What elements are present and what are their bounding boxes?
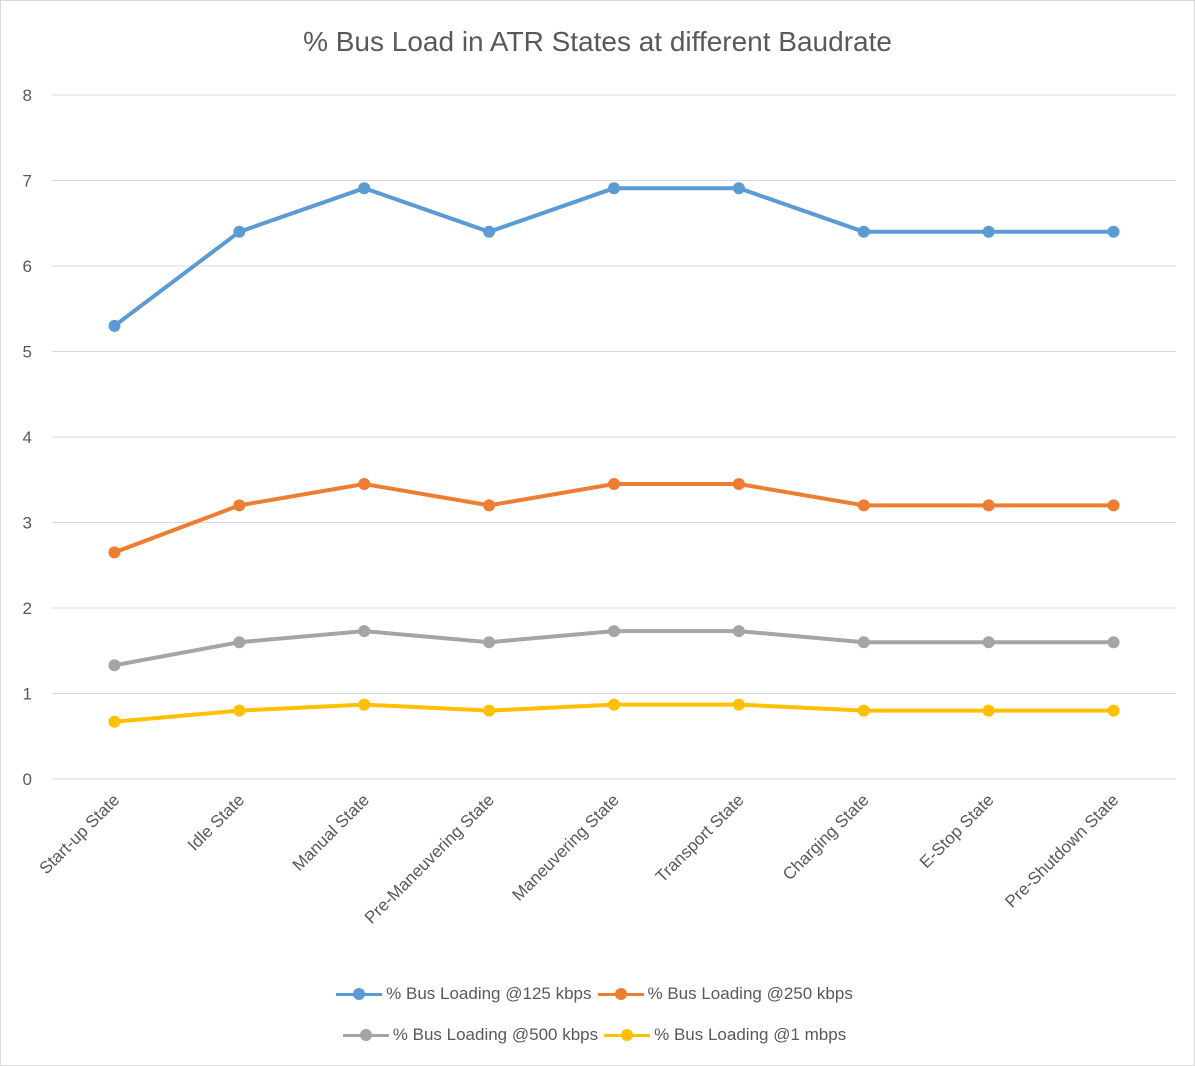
series-3-point-3 — [483, 704, 496, 717]
series-1-point-4 — [608, 478, 620, 491]
series-0-point-3 — [483, 225, 496, 238]
series-1-point-7 — [982, 499, 995, 512]
series-2-point-2 — [358, 625, 371, 638]
y-tick-label-5: 5 — [23, 343, 32, 362]
legend-label-1m: % Bus Loading @1 mbps — [654, 1025, 847, 1044]
series-1-point-3 — [483, 499, 496, 512]
chart-title: % Bus Load in ATR States at different Ba… — [303, 26, 892, 57]
legend-item-1m: % Bus Loading @1 mbps — [604, 1025, 846, 1045]
series-2-point-0 — [108, 659, 121, 672]
x-tick-label-1: Idle State — [184, 790, 248, 854]
series-0-point-5 — [732, 182, 745, 195]
series-line-0 — [112, 186, 1116, 328]
series-2-point-1 — [233, 636, 246, 649]
series-0-point-1 — [233, 225, 246, 238]
series-3-point-6 — [857, 704, 870, 717]
series-0-point-4 — [608, 182, 620, 195]
series-0-point-8 — [1107, 225, 1120, 238]
series-3-point-7 — [982, 704, 995, 717]
y-tick-label-3: 3 — [23, 514, 32, 533]
series-2-point-4 — [608, 625, 620, 638]
series-1-point-0 — [108, 546, 121, 559]
legend-row-2: % Bus Loading @500 kbps % Bus Loading @1… — [0, 1025, 1195, 1045]
series-0-point-6 — [857, 225, 870, 238]
series-1-point-8 — [1107, 499, 1120, 512]
series-2-point-5 — [732, 625, 745, 638]
series-line-1 — [112, 482, 1116, 555]
series-2-point-6 — [857, 636, 870, 649]
series-1-point-6 — [857, 499, 870, 512]
series-1-point-2 — [358, 478, 371, 491]
x-tick-label-4: Maneuvering State — [508, 790, 622, 904]
legend-swatch-1m — [604, 1029, 651, 1041]
series-3-point-4 — [608, 698, 620, 711]
x-tick-label-7: E-Stop State — [916, 790, 998, 872]
series-3-point-5 — [732, 698, 745, 711]
legend-swatch-500 — [342, 1029, 389, 1041]
legend-label-250: % Bus Loading @250 kbps — [647, 984, 853, 1003]
x-tick-label-0: Start-up State — [36, 790, 124, 878]
legend-row-1: % Bus Loading @125 kbps % Bus Loading @2… — [0, 984, 1195, 1004]
series-2-point-7 — [982, 636, 995, 649]
series-0-point-7 — [982, 225, 995, 238]
series-0-point-0 — [108, 319, 121, 332]
y-tick-label-1: 1 — [23, 685, 32, 704]
y-tick-label-4: 4 — [23, 428, 32, 447]
y-tick-label-2: 2 — [23, 599, 32, 618]
legend-label-500: % Bus Loading @500 kbps — [392, 1025, 599, 1044]
legend-item-250: % Bus Loading @250 kbps — [597, 984, 853, 1004]
legend-item-500: % Bus Loading @500 kbps — [342, 1025, 599, 1045]
series-0-point-2 — [358, 182, 371, 195]
y-tick-label-8: 8 — [23, 86, 32, 105]
x-tick-label-6: Charging State — [779, 790, 873, 884]
series-2-point-8 — [1107, 636, 1120, 649]
x-tick-label-3: Pre-Maneuvering State — [361, 790, 498, 927]
series-3-point-1 — [233, 704, 246, 717]
legend-swatch-250 — [597, 988, 644, 1000]
series-3-point-8 — [1107, 704, 1120, 717]
x-tick-label-8: Pre-Shutdown State — [1001, 790, 1122, 911]
series-3-point-2 — [358, 698, 371, 711]
legend-label-125: % Bus Loading @125 kbps — [386, 984, 592, 1003]
legend-item-125: % Bus Loading @125 kbps — [336, 984, 592, 1004]
y-tick-label-7: 7 — [23, 172, 32, 191]
series-3-point-0 — [108, 715, 121, 728]
series-1-point-5 — [732, 478, 745, 491]
y-tick-label-6: 6 — [23, 257, 32, 276]
x-tick-label-2: Manual State — [289, 790, 373, 874]
series-2-point-3 — [483, 636, 496, 649]
y-tick-label-0: 0 — [23, 770, 32, 789]
x-tick-label-5: Transport State — [652, 790, 748, 886]
series-1-point-1 — [233, 499, 246, 512]
legend-swatch-125 — [336, 988, 383, 1000]
